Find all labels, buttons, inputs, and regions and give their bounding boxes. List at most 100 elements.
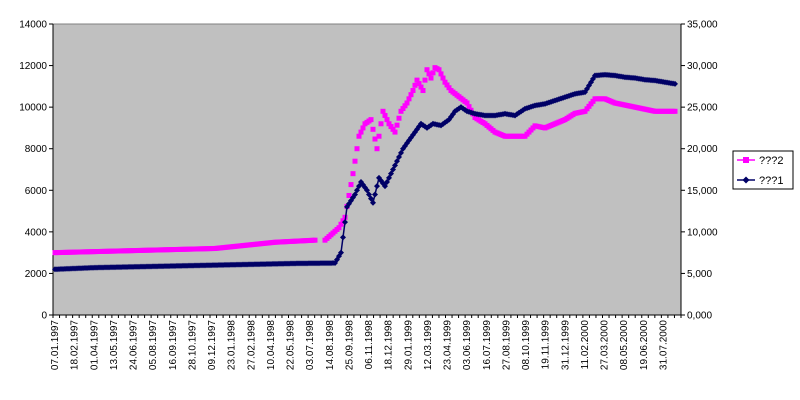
y-right-tick-label: 25,000 bbox=[687, 103, 718, 114]
legend-marker bbox=[742, 176, 750, 184]
x-tick-label: 05.08.1997 bbox=[148, 320, 159, 370]
y-left-tick-label: 14000 bbox=[19, 20, 47, 31]
data-point bbox=[414, 77, 420, 83]
data-point bbox=[410, 88, 416, 94]
x-tick-label: 03.07.1998 bbox=[305, 320, 316, 370]
data-point bbox=[350, 171, 356, 177]
y-right-tick-label: 10,000 bbox=[687, 227, 718, 238]
data-point bbox=[672, 108, 678, 114]
y-left-tick-label: 2000 bbox=[25, 269, 48, 280]
x-tick-label: 19.11.1999 bbox=[541, 320, 552, 370]
data-point bbox=[382, 183, 388, 190]
data-point bbox=[356, 133, 362, 139]
x-tick-label: 11.02.2000 bbox=[580, 320, 591, 370]
series-2 bbox=[52, 71, 678, 273]
legend-label: ???1 bbox=[759, 175, 783, 187]
data-point bbox=[386, 121, 392, 127]
data-point bbox=[436, 67, 442, 73]
x-tick-label: 06.11.1998 bbox=[364, 320, 375, 370]
data-point bbox=[398, 108, 404, 114]
x-tick-label: 27.08.1999 bbox=[501, 320, 512, 370]
data-point bbox=[672, 80, 678, 87]
x-tick-label: 25.09.1998 bbox=[344, 320, 355, 370]
data-point bbox=[378, 121, 384, 127]
x-tick-label: 27.02.1998 bbox=[246, 320, 257, 370]
y-left-tick-label: 10000 bbox=[19, 103, 47, 114]
data-point bbox=[372, 191, 378, 198]
x-tick-label: 16.07.1999 bbox=[482, 320, 493, 370]
data-point bbox=[346, 192, 352, 198]
data-point bbox=[340, 218, 346, 224]
y-left-tick-label: 6000 bbox=[25, 186, 48, 197]
y-left-tick-label: 4000 bbox=[25, 227, 48, 238]
data-point bbox=[358, 129, 364, 135]
y-right-tick-label: 30,000 bbox=[687, 61, 718, 72]
data-point bbox=[384, 178, 390, 185]
data-point bbox=[366, 191, 372, 198]
x-tick-label: 08.10.1999 bbox=[521, 320, 532, 370]
data-point bbox=[416, 81, 422, 87]
x-tick-label: 22.05.1998 bbox=[286, 320, 297, 370]
data-point bbox=[364, 187, 370, 194]
legend-label: ???2 bbox=[759, 155, 783, 167]
data-point bbox=[394, 158, 400, 165]
data-point bbox=[368, 117, 374, 123]
y-right-tick-label: 15,000 bbox=[687, 186, 718, 197]
y-axis-left: 0 2000 4000 6000 8000 10000 12000 14000 bbox=[19, 20, 54, 322]
y-left-tick-label: 8000 bbox=[25, 144, 48, 155]
data-point bbox=[442, 79, 448, 85]
data-point bbox=[336, 225, 342, 231]
y-right-tick-label: 20,000 bbox=[687, 144, 718, 155]
data-point bbox=[354, 187, 360, 194]
data-point bbox=[402, 103, 408, 109]
data-point bbox=[428, 75, 434, 81]
data-point bbox=[340, 234, 346, 241]
x-tick-label: 23.04.1999 bbox=[443, 320, 454, 370]
data-point bbox=[388, 170, 394, 177]
data-point bbox=[420, 88, 426, 94]
data-point bbox=[352, 191, 358, 198]
data-point bbox=[440, 75, 446, 81]
data-point bbox=[444, 82, 450, 88]
data-point bbox=[360, 125, 366, 131]
data-point bbox=[424, 67, 430, 73]
legend-marker bbox=[743, 157, 749, 163]
data-point bbox=[392, 129, 398, 135]
data-point bbox=[348, 182, 354, 188]
data-point bbox=[338, 221, 344, 227]
series-layer bbox=[52, 65, 678, 273]
data-point bbox=[398, 149, 404, 156]
data-point bbox=[374, 183, 380, 190]
data-point bbox=[406, 96, 412, 102]
y-right-tick-label: 0,000 bbox=[687, 311, 712, 322]
x-tick-label: 27.03.2000 bbox=[600, 320, 611, 370]
data-point bbox=[384, 117, 390, 123]
x-tick-label: 12.03.1999 bbox=[423, 320, 434, 370]
data-point bbox=[394, 122, 400, 128]
data-point bbox=[400, 106, 406, 112]
x-tick-label: 08.05.2000 bbox=[619, 320, 630, 370]
data-point bbox=[386, 174, 392, 181]
data-point bbox=[370, 199, 376, 206]
x-tick-label: 13.05.1997 bbox=[109, 320, 120, 370]
x-tick-label: 23.01.1998 bbox=[227, 320, 238, 370]
data-point bbox=[368, 195, 374, 202]
data-point bbox=[418, 84, 424, 90]
data-point bbox=[412, 82, 418, 88]
y-axis-right: 0,000 5,000 10,000 15,000 20,000 25,000 30,000… bbox=[680, 20, 718, 322]
y-right-tick-label: 5,000 bbox=[687, 269, 712, 280]
x-tick-label: 29.01.1999 bbox=[403, 320, 414, 370]
data-point bbox=[392, 162, 398, 169]
data-point bbox=[396, 115, 402, 121]
data-point bbox=[426, 71, 432, 77]
x-tick-label: 07.01.1997 bbox=[50, 320, 61, 370]
data-point bbox=[370, 126, 376, 132]
data-point bbox=[342, 219, 348, 226]
data-point bbox=[408, 92, 414, 98]
x-tick-label: 16.09.1997 bbox=[168, 320, 179, 370]
series-1 bbox=[52, 65, 678, 256]
x-tick-label: 19.06.2000 bbox=[639, 320, 650, 370]
x-tick-label: 18.12.1998 bbox=[384, 320, 395, 370]
x-tick-label: 09.12.1997 bbox=[207, 320, 218, 370]
